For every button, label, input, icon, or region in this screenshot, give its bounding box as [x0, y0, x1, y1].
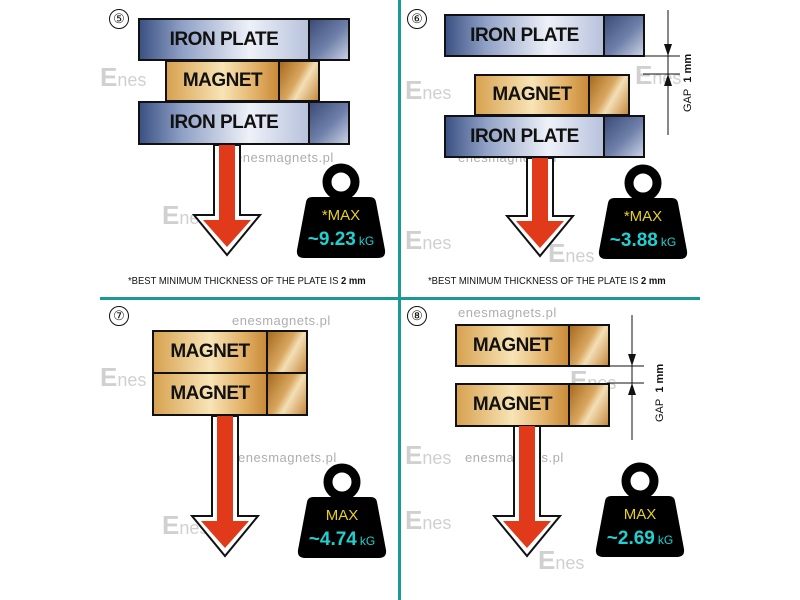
- weight-icon: *MAX ~3.88 kG: [598, 164, 688, 259]
- watermark-logo: Enes: [100, 62, 147, 92]
- weight-body: [296, 197, 386, 258]
- gap-label: GAP 1 mm: [682, 53, 694, 112]
- panel-number: ⑧: [407, 306, 427, 326]
- max-label: *MAX: [624, 208, 662, 225]
- force-arrow: [491, 425, 563, 558]
- watermark-logo: Enes: [405, 225, 452, 255]
- arrowhead-icon: [628, 354, 636, 366]
- watermark-logo: Enes: [405, 440, 452, 470]
- magnet-block: MAGNET: [165, 60, 320, 102]
- gap-dimension: [643, 10, 680, 135]
- max-load-value: ~9.23 kG: [308, 229, 374, 250]
- magnet-block-bottom: MAGNET: [152, 372, 308, 416]
- magnet-block: MAGNET: [474, 74, 630, 116]
- max-load-value: ~4.74 kG: [309, 529, 375, 550]
- watermark-text: enesmagnets.pl: [232, 313, 331, 328]
- gap-dimension: [607, 315, 644, 440]
- panel-7: ⑦ enesmagnets.pl enesmagnets.pl Enes Ene…: [100, 300, 400, 598]
- max-load-value: ~3.88 kG: [610, 230, 676, 251]
- force-arrow: [191, 144, 263, 257]
- arrowhead-icon: [664, 74, 672, 86]
- magnet-block-top: MAGNET: [152, 330, 308, 374]
- max-label: *MAX: [322, 207, 360, 224]
- weight-icon: *MAX ~9.23 kG: [296, 163, 386, 258]
- max-label: MAX: [326, 507, 359, 524]
- max-label: MAX: [624, 506, 657, 523]
- plate-thickness-note: *BEST MINIMUM THICKNESS OF THE PLATE IS …: [128, 275, 366, 287]
- watermark-logo: Enes: [538, 545, 585, 575]
- weight-body: [297, 497, 387, 558]
- watermark-logo: Enes: [100, 362, 147, 392]
- panel-number: ⑥: [407, 9, 427, 29]
- watermark-logo: Enes: [548, 238, 595, 268]
- iron-plate-top: IRON PLATE: [444, 14, 645, 57]
- vertical-divider: [398, 0, 401, 600]
- arrowhead-icon: [664, 44, 672, 56]
- weight-body: [595, 496, 685, 557]
- panel-number: ⑤: [109, 9, 129, 29]
- arrow-fill: [203, 145, 251, 247]
- weight-icon: MAX ~2.69 kG: [595, 462, 685, 557]
- force-arrow: [504, 157, 576, 258]
- weight-ring: [322, 163, 360, 201]
- arrow-fill: [516, 158, 564, 248]
- weight-ring: [624, 164, 662, 202]
- watermark-logo: Enes: [405, 75, 452, 105]
- magnet-block-top: MAGNET: [455, 324, 610, 367]
- arrow-fill: [201, 416, 249, 548]
- horizontal-divider: [100, 297, 700, 300]
- panel-5: ⑤ enesmagnets.pl Enes Enes IRON PLATE MA…: [100, 0, 400, 298]
- iron-plate-bottom: IRON PLATE: [444, 115, 645, 158]
- weight-icon: MAX ~4.74 kG: [297, 463, 387, 558]
- panel-number: ⑦: [109, 306, 129, 326]
- watermark-text: enesmagnets.pl: [458, 305, 557, 320]
- arrow-fill: [503, 426, 551, 548]
- watermark-text: enesmagnets.pl: [238, 450, 337, 465]
- watermark-logo: Enes: [405, 505, 452, 535]
- plate-thickness-note: *BEST MINIMUM THICKNESS OF THE PLATE IS …: [428, 275, 666, 287]
- watermark-text: enesmagnets.pl: [235, 150, 334, 165]
- force-arrow: [189, 415, 261, 558]
- iron-plate-bottom: IRON PLATE: [138, 101, 350, 145]
- weight-ring: [323, 463, 361, 501]
- max-load-value: ~2.69 kG: [607, 528, 673, 549]
- gap-label: GAP 1 mm: [654, 363, 666, 422]
- panel-6: ⑥ enesmagnets.pl Enes Enes Enes Enes IRO…: [400, 0, 700, 298]
- weight-ring: [621, 462, 659, 500]
- weight-body: [598, 198, 688, 259]
- iron-plate-top: IRON PLATE: [138, 18, 350, 61]
- panel-8: ⑧ enesmagnets.pl enesmagnets.pl Enes Ene…: [400, 300, 700, 598]
- arrowhead-icon: [628, 383, 636, 395]
